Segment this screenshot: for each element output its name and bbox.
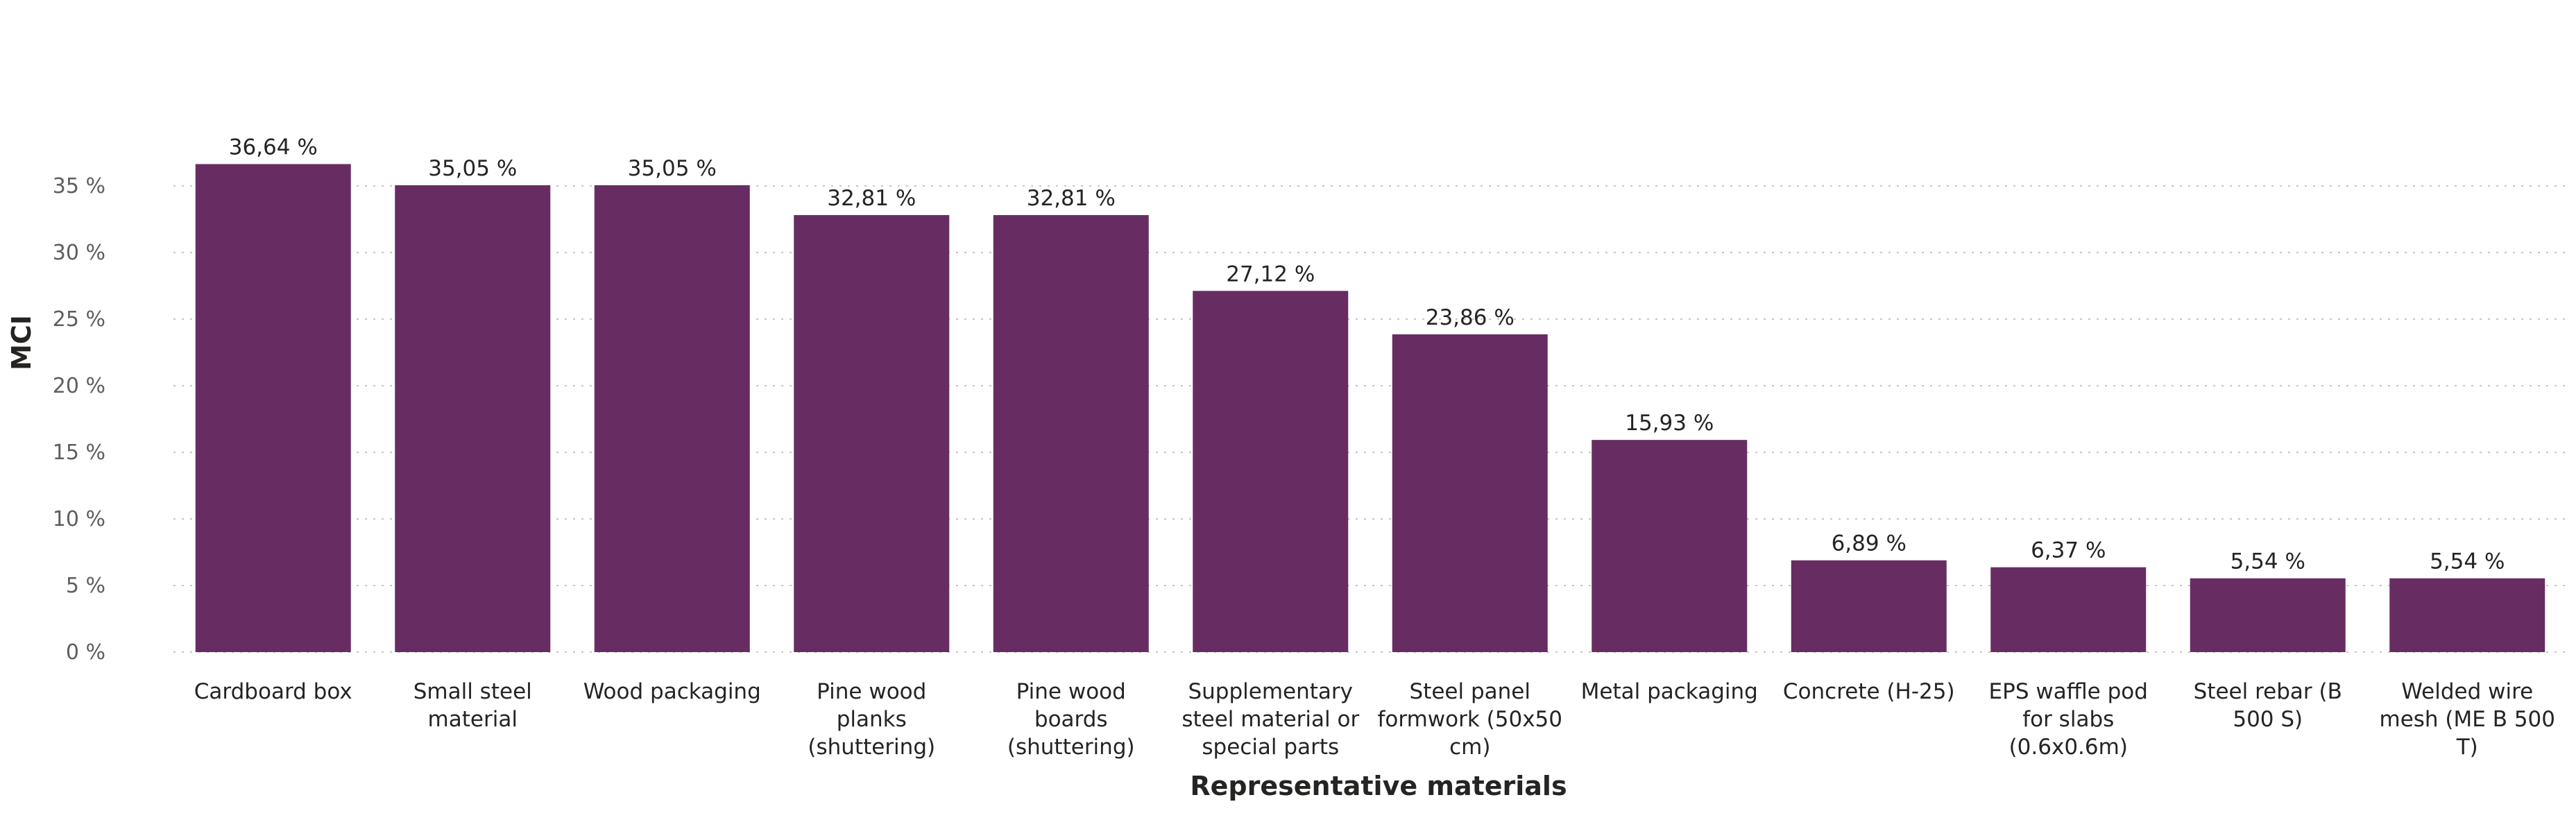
x-tick-label: 500 S): [2233, 707, 2303, 732]
y-tick-label: 0 %: [66, 640, 105, 665]
y-tick-label: 20 %: [53, 374, 105, 398]
x-tick-label: mesh (ME B 500: [2380, 707, 2556, 732]
x-tick-label: Supplementary: [1188, 679, 1353, 704]
x-tick-label: Steel rebar (B: [2194, 679, 2342, 704]
data-label: 15,93 %: [1625, 411, 1714, 436]
x-tick-label: special parts: [1202, 735, 1339, 760]
x-tick-label: Steel panel: [1410, 679, 1530, 704]
y-tick-label: 35 %: [53, 174, 105, 198]
y-tick-label: 5 %: [66, 574, 105, 598]
x-tick-label: Small steel: [413, 679, 532, 704]
x-tick-label: cm): [1449, 735, 1490, 760]
x-tick-label: formwork (50x50: [1378, 707, 1562, 732]
x-tick-label: T): [2456, 735, 2478, 760]
data-label: 27,12 %: [1226, 262, 1315, 287]
data-label: 35,05 %: [628, 156, 717, 181]
x-tick-label: Cardboard box: [194, 679, 352, 704]
bar[interactable]: [195, 164, 351, 653]
data-label: 35,05 %: [428, 156, 517, 181]
data-labels: 36,64 % 35,05 % 35,05 % 32,81 % 32,81 % 27,12…: [229, 135, 2505, 574]
y-tick-label: 10 %: [53, 507, 105, 531]
x-tick-label: (shuttering): [808, 735, 935, 760]
bar[interactable]: [1193, 291, 1349, 652]
data-label: 36,64 %: [229, 135, 318, 160]
y-axis-title: MCI: [6, 315, 37, 370]
x-tick-label: material: [428, 707, 518, 732]
x-axis-categories: Cardboard box Small steel material Wood pac…: [194, 679, 2555, 760]
x-tick-label: (shuttering): [1007, 735, 1135, 760]
data-label: 5,54 %: [2430, 549, 2505, 574]
bar[interactable]: [1990, 567, 2147, 652]
bar[interactable]: [2190, 578, 2346, 652]
y-axis-ticks: 0 % 5 % 10 % 15 % 20 % 25 % 30 % 35 %: [53, 174, 105, 665]
x-tick-label: steel material or: [1182, 707, 1359, 732]
bars: [195, 164, 2545, 653]
x-tick-label: planks: [837, 707, 907, 732]
data-label: 32,81 %: [827, 186, 916, 211]
bar[interactable]: [2389, 578, 2545, 652]
y-tick-label: 15 %: [53, 441, 105, 465]
x-tick-label: Welded wire: [2401, 679, 2533, 704]
x-tick-label: (0.6x0.6m): [2009, 735, 2128, 760]
x-tick-label: for slabs: [2022, 707, 2114, 732]
x-axis-title: Representative materials: [1190, 771, 1567, 801]
data-label: 6,37 %: [2031, 538, 2106, 563]
bar[interactable]: [1791, 560, 1947, 652]
x-tick-label: boards: [1034, 707, 1108, 732]
bar[interactable]: [395, 185, 551, 652]
x-tick-label: Pine wood: [817, 679, 926, 704]
data-label: 32,81 %: [1027, 186, 1116, 211]
y-tick-label: 30 %: [53, 241, 105, 265]
data-label: 5,54 %: [2230, 549, 2305, 574]
bar[interactable]: [1392, 334, 1548, 652]
y-tick-label: 25 %: [53, 307, 105, 332]
bar[interactable]: [1592, 440, 1748, 652]
x-tick-label: Metal packaging: [1581, 679, 1758, 704]
x-tick-label: Wood packaging: [583, 679, 761, 704]
x-tick-label: Concrete (H-25): [1783, 679, 1955, 704]
bar[interactable]: [794, 215, 950, 653]
bar[interactable]: [594, 185, 750, 652]
data-label: 23,86 %: [1426, 305, 1515, 330]
bar[interactable]: [993, 215, 1149, 653]
x-tick-label: EPS waffle pod: [1989, 679, 2148, 704]
x-tick-label: Pine wood: [1016, 679, 1126, 704]
data-label: 6,89 %: [1832, 531, 1907, 556]
